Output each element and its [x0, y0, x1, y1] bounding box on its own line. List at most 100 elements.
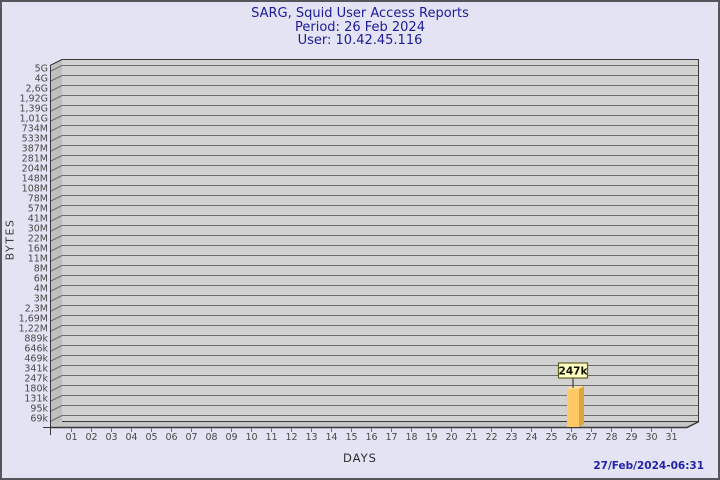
x-tick-label: 15 [345, 432, 357, 443]
y-tick-mark [49, 415, 63, 422]
y-tick-label: 2,3M [25, 304, 48, 315]
bar-value-box [557, 362, 589, 379]
y-tick-label: 4G [35, 74, 48, 85]
y-tick-label: 1,69M [19, 314, 48, 325]
y-tick-mark [49, 205, 63, 212]
y-tick-mark [49, 145, 63, 152]
y-tick-label: 204M [22, 164, 48, 175]
y-tick-label: 148M [22, 174, 48, 185]
x-tick-label: 01 [65, 432, 77, 443]
x-tick-label: 26 [565, 432, 577, 443]
y-tick-mark [49, 375, 63, 382]
y-tick-mark [49, 335, 63, 342]
y-tick-mark [49, 265, 63, 272]
y-tick-mark [49, 115, 63, 122]
x-tick-label: 22 [485, 432, 497, 443]
x-tick-label: 11 [265, 432, 277, 443]
plot-background [62, 59, 699, 421]
bar-top-face [567, 386, 584, 389]
x-axis-title: DAYS [343, 451, 377, 465]
y-tick-label: 4M [34, 284, 48, 295]
y-tick-label: 469k [24, 354, 48, 365]
y-tick-label: 69k [30, 414, 48, 425]
report-title: SARG, Squid User Access Reports [251, 6, 469, 21]
y-tick-mark [49, 235, 63, 242]
y-tick-mark [49, 215, 63, 222]
x-tick-label: 18 [405, 432, 417, 443]
y-tick-mark [49, 85, 63, 92]
x-tick-label: 28 [605, 432, 617, 443]
bar-value-label: 247k [559, 366, 589, 378]
x-tick-label: 19 [425, 432, 437, 443]
y-tick-mark [49, 345, 63, 352]
y-tick-mark [49, 105, 63, 112]
x-tick-label: 06 [165, 432, 177, 443]
y-tick-mark [49, 285, 63, 292]
y-tick-mark [49, 95, 63, 102]
y-tick-label: 78M [28, 194, 48, 205]
generated-timestamp: 27/Feb/2024-06:31 [593, 460, 704, 472]
x-tick-label: 27 [585, 432, 597, 443]
y-tick-label: 341k [24, 364, 48, 375]
x-tick-label: 04 [125, 432, 137, 443]
x-tick-label: 05 [145, 432, 157, 443]
y-tick-mark [49, 365, 63, 372]
y-tick-label: 1,01G [19, 114, 48, 125]
y-tick-mark [49, 295, 63, 302]
y-tick-label: 6M [34, 274, 48, 285]
y-tick-label: 57M [28, 204, 48, 215]
y-axis-title: BYTES [3, 218, 17, 261]
x-tick-label: 08 [205, 432, 217, 443]
plot-floor [50, 421, 699, 427]
x-tick-label: 24 [525, 432, 537, 443]
y-tick-mark [49, 155, 63, 162]
x-tick-label: 23 [505, 432, 517, 443]
y-tick-label: 108M [22, 184, 48, 195]
y-tick-label: 247k [24, 374, 48, 385]
x-tick-label: 03 [105, 432, 117, 443]
y-tick-label: 281M [22, 154, 48, 165]
plot-wall-top-edge [49, 59, 63, 66]
y-tick-mark [49, 315, 63, 322]
x-tick-label: 21 [465, 432, 477, 443]
y-tick-mark [49, 185, 63, 192]
y-tick-label: 889k [24, 334, 48, 345]
y-tick-mark [49, 195, 63, 202]
y-tick-label: 131k [24, 394, 48, 405]
x-tick-label: 02 [85, 432, 97, 443]
x-tick-label: 12 [285, 432, 297, 443]
y-tick-mark [49, 355, 63, 362]
plot-front-bottom-edge [50, 420, 700, 429]
y-tick-mark [49, 175, 63, 182]
y-tick-mark [49, 65, 63, 72]
y-tick-mark [49, 225, 63, 232]
report-period: Period: 26 Feb 2024 [295, 19, 425, 35]
y-tick-mark [49, 245, 63, 252]
y-tick-label: 3M [34, 294, 48, 305]
x-tick-label: 29 [625, 432, 637, 443]
y-tick-label: 1,22M [19, 324, 48, 335]
x-tick-label: 07 [185, 432, 197, 443]
y-tick-label: 646k [24, 344, 48, 355]
x-tick-label: 14 [325, 432, 337, 443]
y-tick-label: 5G [35, 64, 48, 75]
y-tick-label: 734M [22, 124, 48, 135]
y-tick-mark [49, 125, 63, 132]
x-tick-label: 20 [445, 432, 457, 443]
x-tick-label: 31 [665, 432, 677, 443]
x-tick-label: 30 [645, 432, 657, 443]
y-tick-mark [49, 325, 63, 332]
y-tick-mark [49, 305, 63, 312]
y-tick-mark [49, 385, 63, 392]
bar-side-face [579, 386, 584, 427]
y-tick-mark [49, 395, 63, 402]
y-tick-label: 1,92G [19, 94, 48, 105]
y-tick-label: 95k [30, 404, 48, 415]
report-user: User: 10.42.45.116 [297, 33, 423, 48]
y-tick-label: 8M [34, 264, 48, 275]
y-tick-mark [49, 275, 63, 282]
bar-front-face [567, 389, 579, 427]
y-tick-label: 2,6G [26, 84, 48, 95]
